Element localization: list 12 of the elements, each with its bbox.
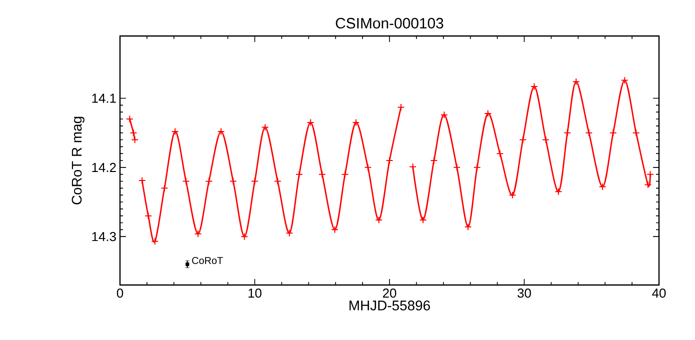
x-tick-label: 20 (382, 288, 396, 298)
x-axis-title: MHJD-55896 (350, 300, 430, 310)
y-axis-title: CoRoT R mag (72, 116, 84, 204)
x-tick-label: 0 (116, 288, 124, 298)
y-tick-label: 14.2 (92, 162, 116, 172)
annotation: CoRoT (192, 257, 223, 264)
chart-title: CSIMon-000103 (336, 18, 444, 28)
x-tick-label: 10 (248, 288, 262, 298)
y-tick-label: 14.1 (92, 94, 116, 103)
x-tick-label: 40 (652, 288, 666, 298)
x-tick-label: 30 (518, 288, 531, 298)
y-tick-label: 14.3 (92, 232, 116, 242)
